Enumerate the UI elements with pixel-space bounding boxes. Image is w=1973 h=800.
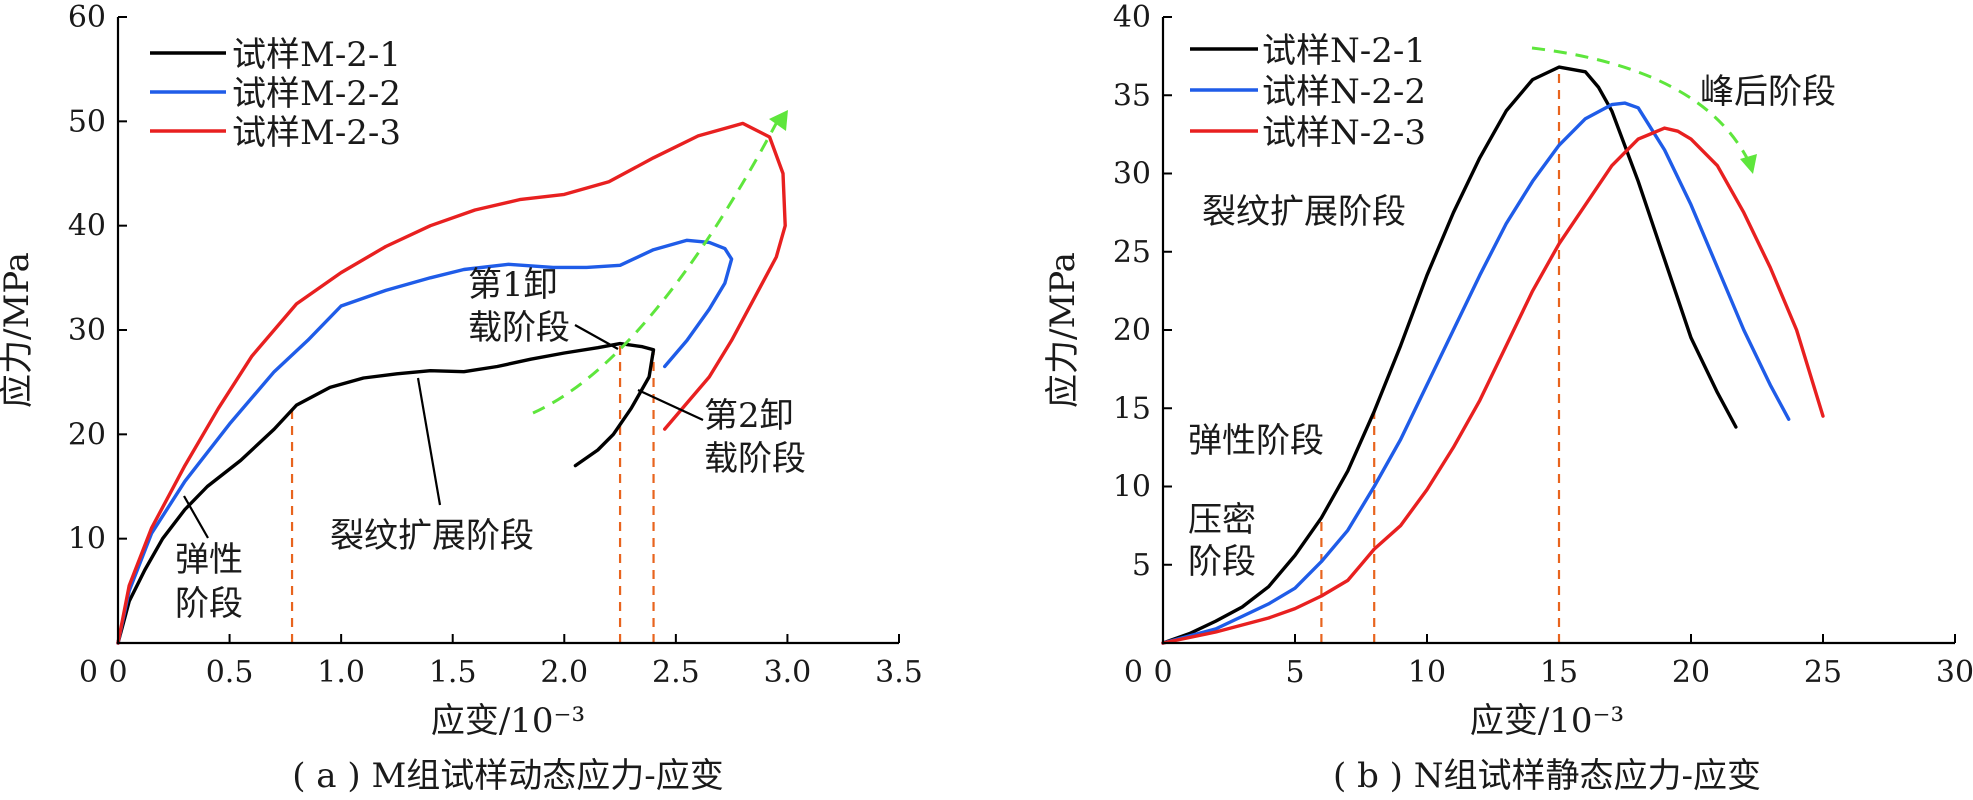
panel-b-xtick-label-6: 30 [1936, 655, 1973, 690]
series-line-n-2-1 [1161, 65, 1738, 645]
panel-b-xtick-label-2: 10 [1408, 655, 1446, 690]
panel-b-ytick-label-1: 5 [1132, 548, 1151, 583]
panel-a-ytick-label-4: 40 [68, 209, 106, 244]
panel-b-ytick-label-4: 20 [1113, 313, 1151, 348]
annotation-crack-a: 裂纹扩展阶段 [330, 516, 534, 556]
panel-b-legend: 试样N-2-1 试样N-2-2 试样N-2-3 [1190, 31, 1426, 153]
panel-b-xtick-label-4: 20 [1672, 655, 1710, 690]
panel-a-ticks: 0 0.5 1.0 1.5 2.0 2.5 3.0 3.5 10 20 30 40 50 60 0 [68, 0, 923, 690]
annotation-unload1-1: 第1卸 [468, 265, 558, 305]
annotation-unload2-1: 第2卸 [704, 396, 794, 436]
legend-label-m-2-2: 试样M-2-2 [232, 74, 401, 114]
panel-a-legend: 试样M-2-1 试样M-2-2 试样M-2-3 [150, 35, 401, 153]
panel-b-ytick-label-8: 40 [1113, 0, 1151, 35]
panel-b-xtick-label-5: 25 [1804, 655, 1842, 690]
panel-b-ytick-label-3: 15 [1113, 391, 1151, 426]
panel-b-xtick-label-0: 0 [1153, 655, 1172, 690]
panel-b-xtick-label-3: 15 [1540, 655, 1578, 690]
legend-label-m-2-1: 试样M-2-1 [232, 35, 401, 75]
panel-a-ylabel: 应力/MPa [0, 252, 37, 408]
legend-label-m-2-3: 试样M-2-3 [232, 113, 401, 153]
annotation-elastic-a-1: 弹性 [175, 540, 243, 580]
panel-a-dynamic-stress-strain: 0 0.5 1.0 1.5 2.0 2.5 3.0 3.5 10 20 30 40 50 60 0 弹性 阶… [0, 0, 923, 796]
panel-a-xtick-label-3: 1.5 [429, 655, 477, 690]
panel-b-stage-lines [1320, 67, 1561, 643]
panel-b-axes [1161, 17, 1955, 645]
legend-label-n-2-1: 试样N-2-1 [1262, 31, 1426, 71]
panel-b-static-stress-strain: 0 5 10 15 20 25 30 5 10 15 20 25 30 35 40 0 峰后阶段 裂纹扩展阶段… [1043, 0, 1973, 796]
annotation-compaction-1: 压密 [1188, 500, 1256, 540]
panel-b-ytick-label-5: 25 [1113, 235, 1151, 270]
panel-a-xtick-label-6: 3.0 [764, 655, 812, 690]
panel-b-origin-label: 0 [1124, 655, 1143, 690]
panel-b-ylabel: 应力/MPa [1043, 252, 1083, 408]
annotation-unload1-2: 载阶段 [468, 308, 570, 348]
pointer-crack-a [416, 377, 442, 506]
annotation-crack-b: 裂纹扩展阶段 [1202, 192, 1406, 232]
annotation-elastic-a-2: 阶段 [175, 584, 243, 624]
panel-a-xtick-label-7: 3.5 [875, 655, 923, 690]
panel-b-arrowhead [1740, 154, 1757, 174]
panel-b-curves [1161, 65, 1825, 645]
series-line-m-2-3 [116, 121, 787, 645]
panel-a-ytick-label-2: 20 [68, 417, 106, 452]
panel-a-xtick-label-5: 2.5 [652, 655, 700, 690]
panel-b-xlabel: 应变/10⁻³ [1470, 701, 1624, 741]
panel-a-loading-trend-arrow [532, 119, 780, 415]
panel-b-ytick-label-2: 10 [1113, 470, 1151, 505]
panel-a-stage-lines [290, 343, 655, 643]
panel-b-ytick-label-6: 30 [1113, 157, 1151, 192]
panel-a-origin-label: 0 [79, 655, 98, 690]
panel-a-ytick-label-1: 10 [68, 522, 106, 557]
series-line-n-2-3 [1161, 126, 1825, 645]
annotation-elastic-b: 弹性阶段 [1188, 421, 1324, 461]
panel-a-xtick-label-0: 0 [108, 655, 127, 690]
panel-a-ytick-label-5: 50 [68, 104, 106, 139]
pointer-unload1 [574, 324, 619, 350]
panel-a-axes [116, 17, 899, 645]
panel-b-caption: ( b ) N组试样静态应力-应变 [1333, 756, 1761, 796]
series-line-n-2-2 [1161, 101, 1791, 645]
panel-b-post-peak-arrow [1531, 46, 1750, 161]
panel-b-ticks: 0 5 10 15 20 25 30 5 10 15 20 25 30 35 40 0 [1113, 0, 1973, 690]
annotation-post-peak: 峰后阶段 [1700, 72, 1836, 112]
panel-b-ytick-label-7: 35 [1113, 78, 1151, 113]
panel-a-arrowhead [769, 110, 788, 131]
panel-a-caption: ( a ) M组试样动态应力-应变 [292, 756, 724, 796]
legend-label-n-2-3: 试样N-2-3 [1262, 113, 1426, 153]
annotation-unload2-2: 载阶段 [704, 439, 806, 479]
panel-a-ytick-label-6: 60 [68, 0, 106, 35]
panel-a-xlabel: 应变/10⁻³ [431, 701, 585, 741]
pointer-unload2 [637, 389, 704, 421]
pointer-elastic-a [183, 495, 209, 539]
series-line-m-2-2 [116, 238, 734, 645]
legend-label-n-2-2: 试样N-2-2 [1262, 72, 1426, 112]
annotation-compaction-2: 阶段 [1188, 542, 1256, 582]
panel-b-xtick-label-1: 5 [1285, 655, 1304, 690]
panel-a-xtick-label-1: 0.5 [206, 655, 254, 690]
panel-a-ytick-label-3: 30 [68, 313, 106, 348]
panel-a-xtick-label-4: 2.0 [540, 655, 588, 690]
panel-a-xtick-label-2: 1.0 [317, 655, 365, 690]
